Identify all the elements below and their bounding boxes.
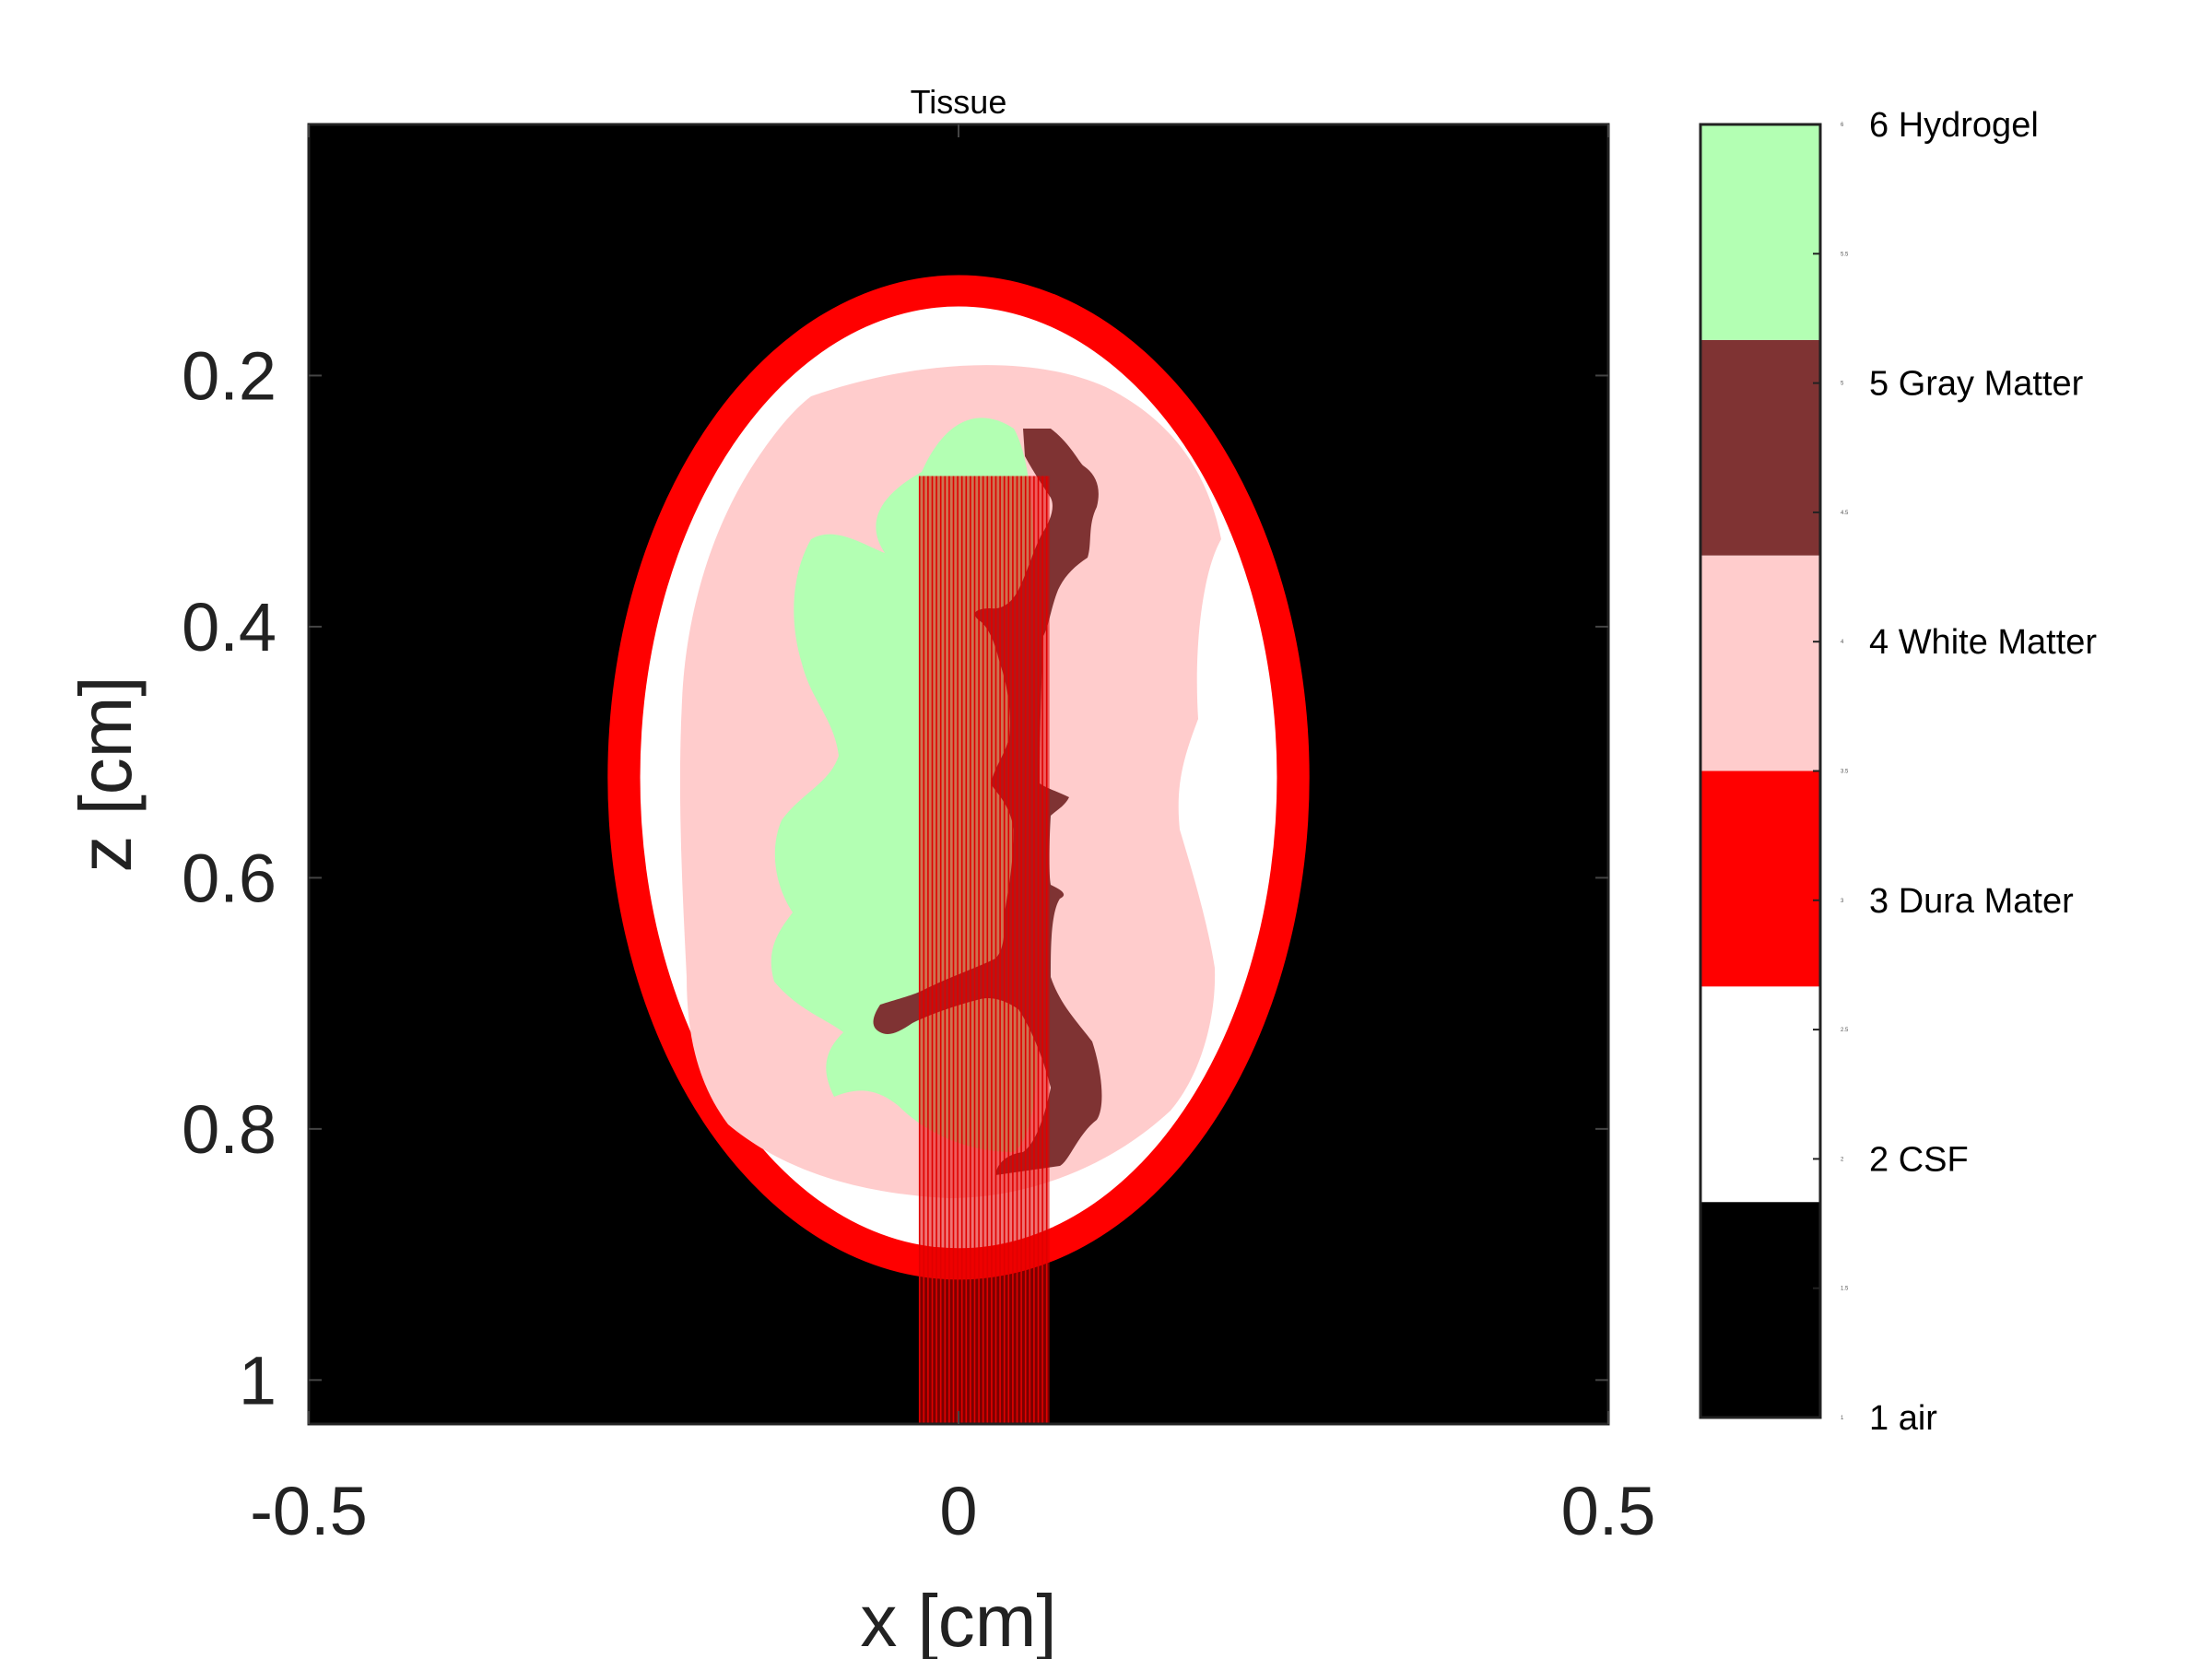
x-axis-label: x [cm] [860,1580,1056,1659]
colorbar-segment [1700,124,1820,340]
colorbar-tick-label: 1.5 [1841,1287,1849,1292]
colorbar-segment [1700,771,1820,987]
colorbar-label: 6 Hydrogel [1869,106,2039,145]
colorbar-tick-label: 4 [1841,640,1844,645]
colorbar-segment [1700,555,1820,771]
colorbar-tick-label: 1 [1841,1416,1844,1421]
y-tick-label: 0.6 [182,840,276,916]
y-tick-label: 0.4 [182,589,276,665]
y-axis-label: z [cm] [65,676,147,872]
colorbar-tick-label: 6 [1841,123,1844,128]
colorbar-tick-label: 3 [1841,899,1844,904]
beam-region [918,476,1050,1424]
colorbar-label: 5 Gray Matter [1869,365,2084,404]
colorbar-segment [1700,986,1820,1203]
y-axis-ticks: 0.2 0.4 0.6 0.8 1 [182,337,1608,1418]
colorbar-tick-label: 3.5 [1841,770,1849,775]
colorbar-label: 3 Dura Mater [1869,882,2074,921]
colorbar-segment [1700,1202,1820,1418]
x-tick-label: 0.5 [1561,1473,1656,1549]
y-tick-label: 0.2 [182,337,276,414]
colorbar-tick-label: 4.5 [1841,511,1849,516]
colorbar-tick-label: 2.5 [1841,1028,1849,1033]
x-tick-label: 0 [939,1473,977,1549]
colorbar-tick-label: 5 [1841,382,1844,387]
colorbar-label: 1 air [1869,1399,1937,1438]
colorbar-label: 4 White Matter [1869,623,2097,662]
colorbar-tick-label: 5.5 [1841,252,1849,257]
colorbar-label: 2 CSF [1869,1140,1969,1179]
colorbar-tick-label: 2 [1841,1157,1844,1162]
chart-title: Tissue [911,83,1007,121]
colorbar-segment [1700,339,1820,556]
y-tick-label: 1 [239,1342,276,1418]
y-tick-label: 0.8 [182,1091,276,1168]
x-tick-label: -0.5 [250,1473,368,1549]
plot-area [309,124,1608,1424]
colorbar: 1 air 2 CSF 3 Dura Mater 4 White Matter 5 Gr… [1699,106,2097,1438]
x-axis-ticks: -0.5 0 0.5 [250,124,1655,1549]
